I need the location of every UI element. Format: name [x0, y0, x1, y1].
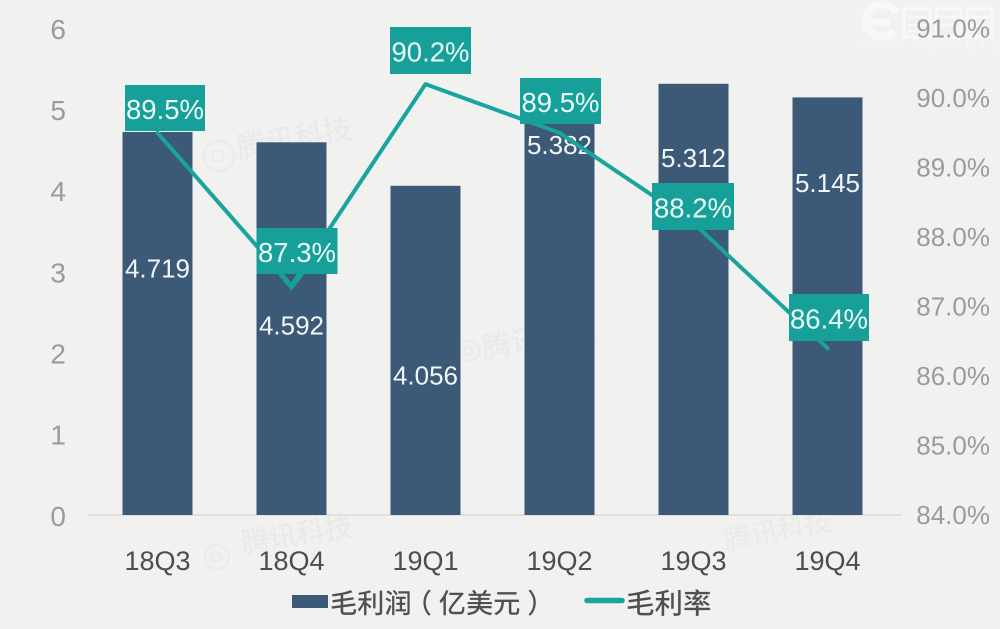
svg-text:85.0%: 85.0%	[916, 431, 990, 461]
svg-text:89.5%: 89.5%	[522, 87, 600, 118]
svg-text:88.0%: 88.0%	[916, 222, 990, 252]
svg-text:18Q4: 18Q4	[258, 546, 324, 576]
svg-text:87.3%: 87.3%	[258, 237, 336, 268]
svg-text:0: 0	[50, 501, 66, 532]
svg-text:WWW.WESTEAST: WWW.WESTEAST	[856, 38, 1000, 53]
svg-text:5.312: 5.312	[661, 143, 726, 173]
svg-text:4: 4	[50, 176, 66, 207]
svg-text:88.2%: 88.2%	[654, 193, 732, 224]
svg-text:1: 1	[50, 420, 66, 451]
svg-text:84.0%: 84.0%	[916, 500, 990, 530]
svg-text:19Q2: 19Q2	[526, 546, 592, 576]
svg-text:89.0%: 89.0%	[916, 153, 990, 183]
svg-text:5.145: 5.145	[795, 168, 860, 198]
svg-text:86.0%: 86.0%	[916, 361, 990, 391]
svg-text:3: 3	[50, 257, 66, 288]
svg-text:19Q1: 19Q1	[392, 546, 458, 576]
svg-text:87.0%: 87.0%	[916, 292, 990, 322]
svg-text:6: 6	[50, 14, 66, 45]
svg-text:19Q3: 19Q3	[660, 546, 726, 576]
svg-text:18Q3: 18Q3	[124, 546, 190, 576]
svg-text:91.0%: 91.0%	[916, 14, 990, 44]
svg-text:4.719: 4.719	[125, 253, 190, 283]
svg-text:90.0%: 90.0%	[916, 83, 990, 113]
svg-text:4.056: 4.056	[393, 360, 458, 390]
svg-text:2: 2	[50, 339, 66, 370]
svg-text:4.592: 4.592	[259, 310, 324, 340]
svg-text:19Q4: 19Q4	[794, 546, 860, 576]
svg-text:90.2%: 90.2%	[392, 37, 470, 68]
svg-text:86.4%: 86.4%	[790, 304, 868, 335]
svg-text:89.5%: 89.5%	[126, 94, 204, 125]
svg-text:5: 5	[50, 95, 66, 126]
